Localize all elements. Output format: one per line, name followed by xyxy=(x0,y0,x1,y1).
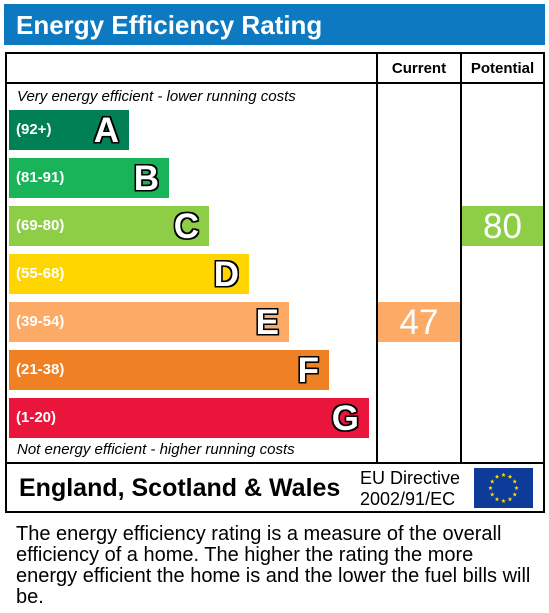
eu-star-icon xyxy=(489,492,495,497)
band-range: (81-91) xyxy=(16,169,65,186)
explanation-text: The energy efficiency rating is a measur… xyxy=(16,523,531,608)
band-b: (81-91) B xyxy=(9,158,169,198)
energy-rating-chart: Current Potential Very energy efficient … xyxy=(5,52,545,513)
column-header-potential: Potential xyxy=(470,60,535,77)
column-divider xyxy=(376,54,378,464)
top-note: Very energy efficient - lower running co… xyxy=(17,88,296,105)
band-letter: C xyxy=(173,207,199,246)
band-d: (55-68) D xyxy=(9,254,249,294)
eu-directive-line1: EU Directive xyxy=(360,468,461,488)
band-range: (69-80) xyxy=(16,217,65,234)
eu-star-icon xyxy=(501,498,506,503)
current-rating: 47 xyxy=(378,302,460,342)
band-letter: A xyxy=(93,111,119,150)
footer-divider xyxy=(7,462,543,464)
eu-star-icon xyxy=(512,479,518,484)
page-title: Energy Efficiency Rating xyxy=(4,4,545,45)
band-range: (55-68) xyxy=(16,265,65,282)
bottom-note: Not energy efficient - higher running co… xyxy=(17,441,295,458)
column-header-current: Current xyxy=(391,60,447,77)
band-range: (21-38) xyxy=(16,361,65,378)
eu-star-icon xyxy=(512,492,518,497)
header-divider xyxy=(7,82,543,84)
band-g: (1-20) G xyxy=(9,398,369,438)
eu-star-icon xyxy=(514,485,519,490)
eu-star-icon xyxy=(507,474,513,479)
band-letter: E xyxy=(255,303,279,342)
band-e: (39-54) E xyxy=(9,302,289,342)
band-c: (69-80) C xyxy=(9,206,209,246)
eu-directive: EU Directive 2002/91/EC xyxy=(360,468,460,510)
column-divider xyxy=(460,54,462,464)
band-a: (92+) A xyxy=(9,110,129,150)
eu-flag-icon xyxy=(474,468,533,508)
eu-star-icon xyxy=(488,485,493,490)
band-letter: D xyxy=(213,255,239,294)
eu-star-icon xyxy=(494,496,500,502)
eu-star-icon xyxy=(489,479,495,484)
footer-country: England, Scotland & Wales xyxy=(19,474,341,502)
band-letter: G xyxy=(331,399,359,438)
band-range: (92+) xyxy=(16,121,52,138)
band-letter: F xyxy=(297,351,319,390)
band-letter: B xyxy=(133,159,159,198)
eu-star-icon xyxy=(501,472,506,477)
eu-star-icon xyxy=(494,474,500,479)
band-range: (1-20) xyxy=(16,409,57,426)
band-range: (39-54) xyxy=(16,313,65,330)
eu-directive-line2: 2002/91/EC xyxy=(360,489,456,509)
eu-star-icon xyxy=(507,496,513,502)
potential-rating: 80 xyxy=(462,206,543,246)
band-f: (21-38) F xyxy=(9,350,329,390)
